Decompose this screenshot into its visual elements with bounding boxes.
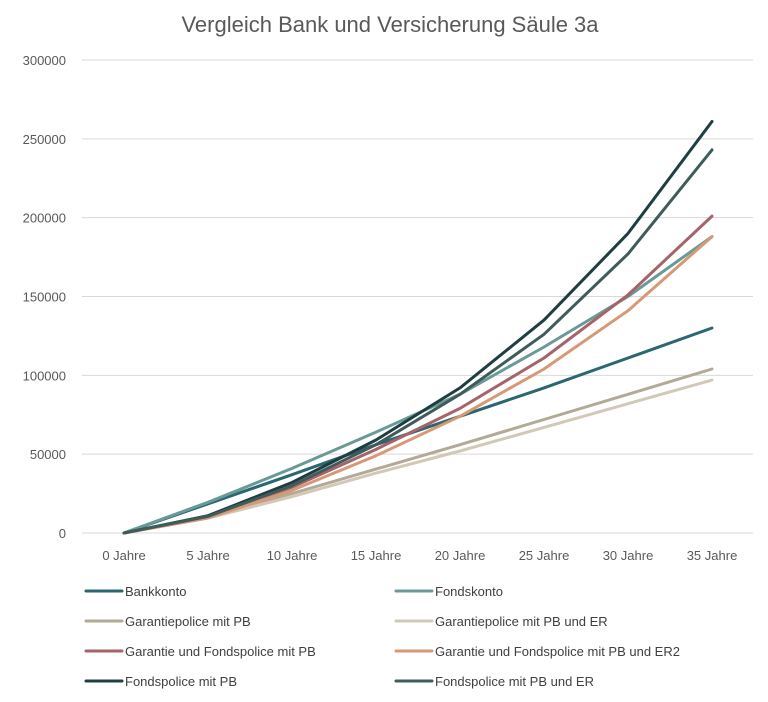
x-tick-label: 5 Jahre <box>186 548 229 563</box>
legend-label: Fondskonto <box>435 584 503 599</box>
series-line-7 <box>122 120 714 535</box>
legend-label: Fondspolice mit PB und ER <box>435 674 594 689</box>
y-tick-label: 50000 <box>30 447 66 462</box>
series-lines <box>122 120 714 535</box>
legend-item: Garantie und Fondspolice mit PB und ER2 <box>394 644 680 659</box>
legend-label: Garantiepolice mit PB <box>125 614 251 629</box>
legend-item: Fondspolice mit PB <box>84 674 237 689</box>
chart-title: Vergleich Bank und Versicherung Säule 3a <box>181 12 599 37</box>
legend-item: Garantiepolice mit PB <box>84 614 251 629</box>
y-tick-label: 300000 <box>23 53 66 68</box>
x-tick-label: 15 Jahre <box>351 548 402 563</box>
legend-label: Garantie und Fondspolice mit PB <box>125 644 316 659</box>
legend-label: Garantie und Fondspolice mit PB und ER2 <box>435 644 680 659</box>
series-line-2 <box>122 235 714 535</box>
series-line-8 <box>122 148 714 535</box>
x-tick-label: 20 Jahre <box>435 548 486 563</box>
legend-label: Bankkonto <box>125 584 186 599</box>
legend-item: Fondskonto <box>394 584 503 599</box>
y-tick-label: 100000 <box>23 368 66 383</box>
legend-label: Garantiepolice mit PB und ER <box>435 614 608 629</box>
legend-item: Fondspolice mit PB und ER <box>394 674 594 689</box>
x-tick-label: 35 Jahre <box>687 548 738 563</box>
x-axis-ticks: 0 Jahre 5 Jahre 10 Jahre 15 Jahre 20 Jahre 25… <box>102 548 737 563</box>
series-line-6 <box>122 235 714 535</box>
x-tick-label: 10 Jahre <box>267 548 318 563</box>
gridlines <box>82 59 753 534</box>
legend-item: Garantiepolice mit PB und ER <box>394 614 608 629</box>
x-tick-label: 0 Jahre <box>102 548 145 563</box>
series-line-3 <box>122 367 714 535</box>
x-tick-label: 25 Jahre <box>519 548 570 563</box>
y-axis-ticks: 0 50000 100000 150000 200000 250000 300000 <box>23 53 66 541</box>
legend: Bankkonto Fondskonto Garantiepolice mit PB… <box>84 584 680 689</box>
y-tick-label: 150000 <box>23 290 66 305</box>
legend-item: Bankkonto <box>84 584 186 599</box>
y-tick-label: 0 <box>59 526 66 541</box>
y-tick-label: 250000 <box>23 132 66 147</box>
series-line-5 <box>122 214 714 535</box>
y-tick-label: 200000 <box>23 211 66 226</box>
legend-item: Garantie und Fondspolice mit PB <box>84 644 316 659</box>
x-tick-label: 30 Jahre <box>603 548 654 563</box>
legend-label: Fondspolice mit PB <box>125 674 237 689</box>
